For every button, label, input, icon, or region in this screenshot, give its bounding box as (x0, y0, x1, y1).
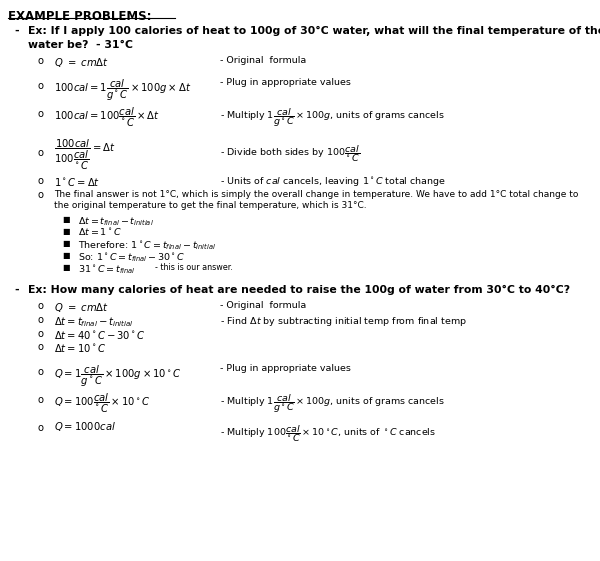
Text: - Units of $cal$ cancels, leaving $1{^\circ}C$ total change: - Units of $cal$ cancels, leaving $1{^\c… (220, 176, 446, 189)
Text: - Find $\Delta t$ by subtracting initial temp from final temp: - Find $\Delta t$ by subtracting initial… (220, 315, 467, 328)
Text: water be?  - 31°C: water be? - 31°C (28, 40, 133, 50)
Text: EXAMPLE PROBLEMS:: EXAMPLE PROBLEMS: (8, 10, 151, 23)
Text: -: - (14, 26, 19, 36)
Text: o: o (38, 315, 44, 325)
Text: o: o (38, 301, 44, 311)
Text: $Q\ =\ cm\Delta t$: $Q\ =\ cm\Delta t$ (54, 56, 109, 69)
Text: o: o (38, 367, 44, 377)
Text: So: $1{^\circ}C = t_{final} - 30{^\circ}C$: So: $1{^\circ}C = t_{final} - 30{^\circ}… (78, 251, 185, 264)
Text: - Multiply $100\dfrac{cal}{{^\circ}C}\times 10{^\circ}C$, units of $^\circ C$ ca: - Multiply $100\dfrac{cal}{{^\circ}C}\ti… (220, 423, 436, 444)
Text: o: o (38, 190, 44, 200)
Text: The final answer is not 1°C, which is simply the overall change in temperature. : The final answer is not 1°C, which is si… (54, 190, 578, 199)
Text: $1{^\circ}C = \Delta t$: $1{^\circ}C = \Delta t$ (54, 176, 100, 188)
Text: o: o (38, 395, 44, 405)
Text: $Q = 100\dfrac{cal}{{^\circ}C}\times 10{^\circ}C$: $Q = 100\dfrac{cal}{{^\circ}C}\times 10{… (54, 392, 151, 415)
Text: o: o (38, 56, 44, 66)
Text: o: o (38, 342, 44, 352)
Text: o: o (38, 81, 44, 91)
Text: the original temperature to get the final temperature, which is 31°C.: the original temperature to get the fina… (54, 201, 367, 210)
Text: $100cal = 1\dfrac{cal}{g{^\circ}C}\times 100g\times \Delta t$: $100cal = 1\dfrac{cal}{g{^\circ}C}\times… (54, 78, 191, 103)
Text: $\Delta t = t_{final} - t_{initial}$: $\Delta t = t_{final} - t_{initial}$ (78, 215, 154, 228)
Text: - Divide both sides by $100\dfrac{cal}{{^\circ}C}$: - Divide both sides by $100\dfrac{cal}{{… (220, 143, 360, 164)
Text: - Plug in appropriate values: - Plug in appropriate values (220, 364, 351, 373)
Text: $Q\ =\ cm\Delta t$: $Q\ =\ cm\Delta t$ (54, 301, 109, 314)
Text: - Multiply $1\dfrac{cal}{g{^\circ}C}\times 100g$, units of grams cancels: - Multiply $1\dfrac{cal}{g{^\circ}C}\tim… (220, 392, 445, 415)
Text: o: o (38, 148, 44, 158)
Text: Ex: If I apply 100 calories of heat to 100g of 30°C water, what will the final t: Ex: If I apply 100 calories of heat to 1… (28, 26, 600, 36)
Text: - Plug in appropriate values: - Plug in appropriate values (220, 78, 351, 87)
Text: $100cal = 100\dfrac{cal}{{^\circ}C}\times \Delta t$: $100cal = 100\dfrac{cal}{{^\circ}C}\time… (54, 106, 160, 129)
Text: - Multiply $1\dfrac{cal}{g{^\circ}C}\times 100g$, units of grams cancels: - Multiply $1\dfrac{cal}{g{^\circ}C}\tim… (220, 106, 445, 129)
Text: Ex: How many calories of heat are needed to raise the 100g of water from 30°C to: Ex: How many calories of heat are needed… (28, 285, 570, 295)
Text: $31{^\circ}C = t_{final}$: $31{^\circ}C = t_{final}$ (78, 263, 136, 276)
Text: ■: ■ (62, 251, 70, 260)
Text: $\Delta t = 40{^\circ}C - 30{^\circ}C$: $\Delta t = 40{^\circ}C - 30{^\circ}C$ (54, 329, 146, 341)
Text: $\dfrac{100cal}{100\dfrac{cal}{{^\circ}C}} = \Delta t$: $\dfrac{100cal}{100\dfrac{cal}{{^\circ}C… (54, 138, 115, 172)
Text: o: o (38, 329, 44, 339)
Text: $\Delta t = 10{^\circ}C$: $\Delta t = 10{^\circ}C$ (54, 342, 106, 354)
Text: ■: ■ (62, 239, 70, 248)
Text: $Q = 1\dfrac{cal}{g{^\circ}C}\times 100g\times 10{^\circ}C$: $Q = 1\dfrac{cal}{g{^\circ}C}\times 100g… (54, 364, 182, 389)
Text: - Original  formula: - Original formula (220, 301, 306, 310)
Text: Therefore: $1{^\circ}C = t_{final} - t_{initial}$: Therefore: $1{^\circ}C = t_{final} - t_{… (78, 239, 216, 252)
Text: - Original  formula: - Original formula (220, 56, 306, 65)
Text: o: o (38, 423, 44, 433)
Text: o: o (38, 109, 44, 119)
Text: $\Delta t = t_{final} - t_{initial}$: $\Delta t = t_{final} - t_{initial}$ (54, 315, 134, 329)
Text: $\Delta t = 1{^\circ}C$: $\Delta t = 1{^\circ}C$ (78, 227, 122, 238)
Text: ■: ■ (62, 215, 70, 224)
Text: o: o (38, 176, 44, 186)
Text: ■: ■ (62, 227, 70, 236)
Text: - this is our answer.: - this is our answer. (155, 263, 233, 272)
Text: ■: ■ (62, 263, 70, 272)
Text: -: - (14, 285, 19, 295)
Text: $Q = 1000cal$: $Q = 1000cal$ (54, 420, 116, 433)
